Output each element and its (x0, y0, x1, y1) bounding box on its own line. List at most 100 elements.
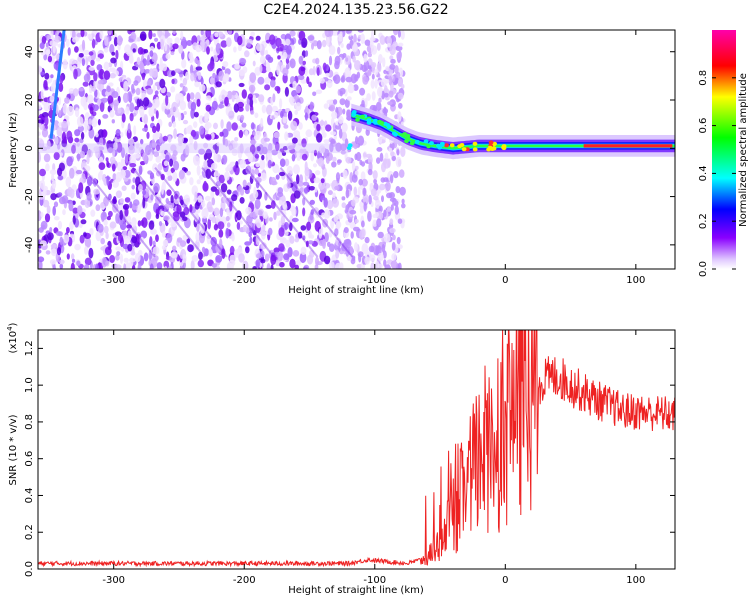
noise-blob (226, 121, 232, 132)
noise-blob (70, 230, 74, 235)
noise-blob (262, 211, 269, 219)
noise-blob (310, 209, 314, 216)
noise-blob (358, 178, 364, 186)
noise-streak (245, 166, 319, 258)
noise-blob (170, 51, 175, 56)
noise-blob (279, 171, 286, 177)
noise-blob (125, 215, 132, 223)
noise-blob (361, 178, 368, 187)
noise-blob (114, 264, 122, 269)
noise-blob (106, 85, 111, 93)
noise-blob (262, 146, 268, 155)
noise-blob (58, 82, 64, 92)
noise-blob (179, 100, 187, 111)
noise-blob (255, 35, 261, 41)
noise-blob (103, 219, 108, 226)
noise-blob (290, 120, 298, 131)
noise-blob (39, 240, 47, 247)
noise-blob (148, 188, 156, 198)
noise-blob (326, 36, 330, 47)
noise-blob (79, 151, 86, 159)
noise-blob (189, 177, 194, 186)
noise-blob (224, 138, 229, 147)
noise-blob (152, 84, 156, 92)
noise-blob (337, 115, 344, 124)
noise-blob (129, 257, 134, 267)
noise-blob (363, 152, 367, 158)
noise-blob (128, 144, 135, 155)
noise-blob (217, 221, 225, 230)
noise-blob (83, 73, 91, 83)
noise-blob (394, 200, 399, 207)
noise-blob (255, 43, 263, 52)
noise-blob (174, 193, 178, 200)
noise-blob (276, 210, 281, 216)
noise-blob (354, 165, 359, 170)
noise-blob (106, 175, 110, 187)
noise-blob (113, 36, 118, 47)
noise-blob (185, 145, 190, 156)
noise-blob (72, 37, 78, 43)
noise-blob (351, 174, 358, 183)
noise-blob (322, 62, 327, 71)
noise-blob (127, 243, 133, 252)
signal-blob (461, 147, 467, 152)
noise-blob (345, 76, 353, 83)
noise-blob (378, 136, 383, 145)
noise-blob (333, 99, 338, 105)
spectrogram-x-label: Height of straight line (km) (288, 285, 424, 296)
signal-blob (487, 145, 493, 150)
noise-blob (88, 247, 94, 259)
noise-blob (248, 231, 252, 238)
noise-blob (302, 207, 306, 217)
noise-blob (370, 62, 377, 68)
noise-blob (146, 131, 150, 139)
noise-blob (215, 243, 222, 253)
x-tick-label: -300 (102, 275, 125, 286)
noise-blob (61, 195, 69, 204)
noise-blob (330, 131, 337, 136)
noise-blob (218, 229, 224, 238)
noise-blob (318, 145, 326, 154)
noise-blob (122, 203, 130, 210)
noise-blob (139, 236, 145, 244)
noise-blob (356, 151, 362, 162)
noise-blob (334, 228, 339, 237)
noise-blob (361, 243, 369, 255)
noise-blob (196, 35, 201, 43)
noise-blob (88, 66, 95, 71)
noise-blob (239, 143, 244, 154)
noise-blob (388, 90, 394, 98)
noise-blob (229, 201, 233, 212)
noise-blob (131, 265, 136, 269)
noise-blob (90, 59, 95, 66)
noise-blob (320, 178, 325, 184)
noise-blob (277, 187, 283, 195)
noise-blob (286, 181, 291, 189)
noise-blob (90, 209, 96, 217)
noise-blob (294, 110, 299, 115)
noise-blob (244, 148, 249, 156)
noise-blob (367, 52, 372, 58)
noise-blob (199, 204, 203, 210)
noise-blob (244, 241, 252, 246)
noise-blob (272, 194, 276, 200)
noise-blob (393, 171, 399, 179)
noise-blob (183, 111, 187, 115)
signal-blob (491, 146, 497, 151)
noise-blob (102, 114, 109, 119)
noise-blob (309, 199, 315, 205)
noise-blob (137, 220, 142, 227)
noise-blob (199, 84, 206, 92)
noise-blob (125, 106, 130, 115)
noise-blob (84, 165, 91, 172)
noise-blob (54, 136, 59, 146)
noise-blob (368, 194, 372, 205)
noise-blob (109, 44, 115, 54)
noise-blob (363, 201, 367, 212)
noise-blob (152, 33, 156, 38)
y-tick-label: -40 (24, 237, 35, 253)
noise-blob (130, 192, 136, 200)
noise-blob (86, 94, 94, 104)
